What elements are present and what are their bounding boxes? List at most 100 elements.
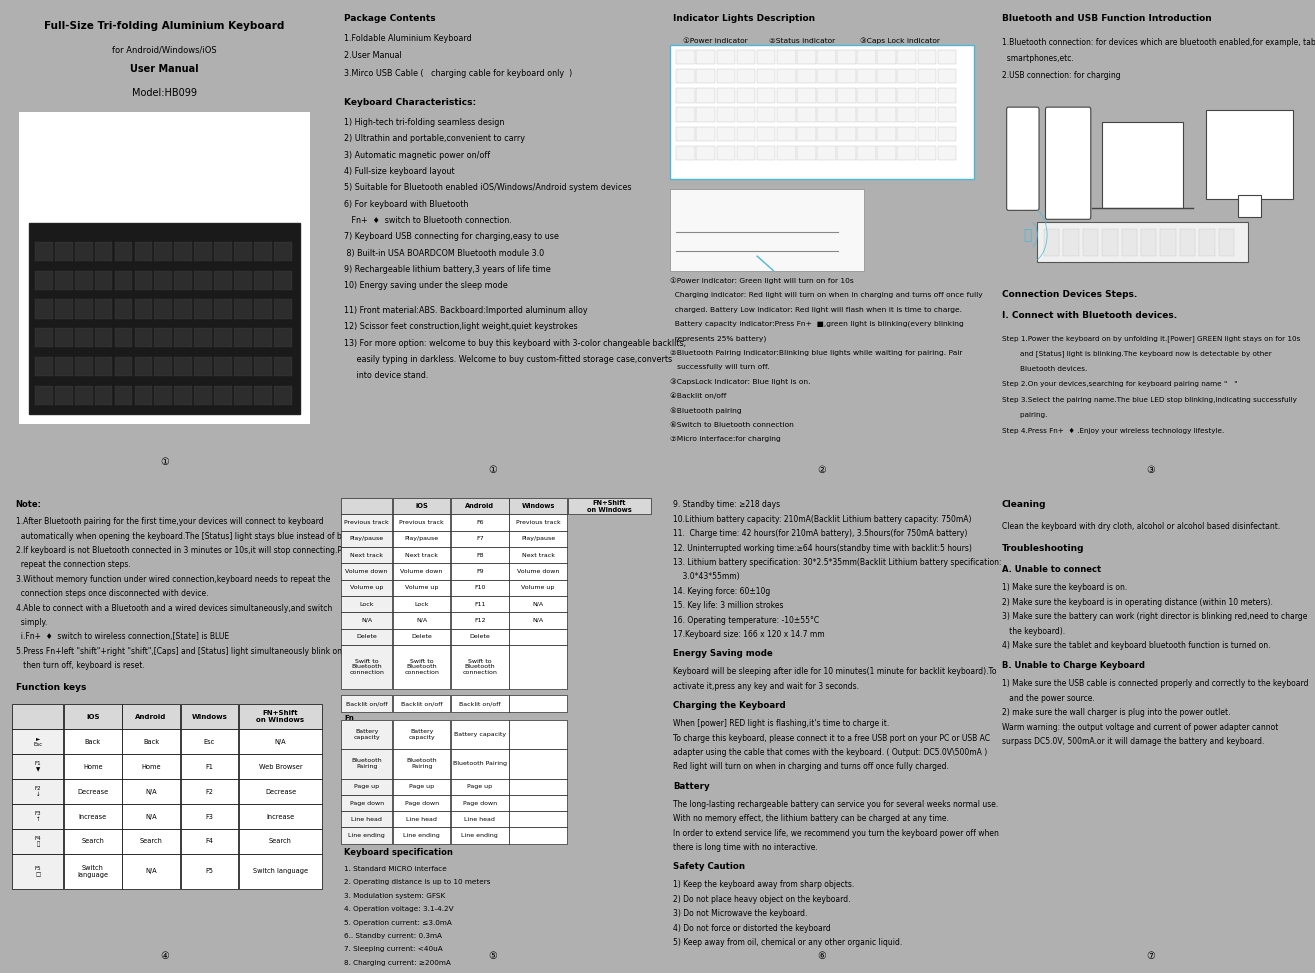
FancyBboxPatch shape [214,357,231,377]
FancyBboxPatch shape [95,385,113,405]
Text: Search: Search [82,839,104,845]
Text: Volume down: Volume down [517,569,559,574]
FancyBboxPatch shape [234,300,252,318]
FancyBboxPatch shape [254,300,272,318]
FancyBboxPatch shape [95,242,113,261]
FancyBboxPatch shape [509,629,567,645]
FancyBboxPatch shape [175,242,192,261]
FancyBboxPatch shape [341,720,392,749]
FancyBboxPatch shape [897,107,917,122]
Text: ②Status indicator: ②Status indicator [769,38,835,44]
FancyBboxPatch shape [114,300,133,318]
Text: 5.Press Fn+left "shift"+right "shift",[Caps] and [Status] light simultaneously b: 5.Press Fn+left "shift"+right "shift",[C… [16,647,350,656]
Text: there is long time with no interactive.: there is long time with no interactive. [673,843,818,852]
FancyBboxPatch shape [55,242,72,261]
Text: Previous track: Previous track [515,520,560,525]
Text: 2) Ultrathin and portable,convenient to carry: 2) Ultrathin and portable,convenient to … [345,134,525,143]
FancyBboxPatch shape [717,107,735,122]
FancyBboxPatch shape [777,89,796,103]
FancyBboxPatch shape [341,696,392,711]
Text: Line ending: Line ending [404,833,441,838]
FancyBboxPatch shape [509,811,567,827]
Text: 5) Keep away from oil, chemical or any other organic liquid.: 5) Keep away from oil, chemical or any o… [673,938,902,947]
FancyBboxPatch shape [214,328,231,347]
Text: for Android/Windows/iOS: for Android/Windows/iOS [112,45,217,54]
Text: Bluetooth
Pairing: Bluetooth Pairing [406,759,437,770]
FancyBboxPatch shape [341,580,392,595]
FancyBboxPatch shape [393,720,451,749]
FancyBboxPatch shape [341,612,392,629]
FancyBboxPatch shape [1102,230,1118,256]
Text: In order to extend service life, we recommend you turn the keyboard power off wh: In order to extend service life, we reco… [673,829,999,838]
Text: F12: F12 [475,618,485,623]
FancyBboxPatch shape [838,146,856,161]
Text: i.Fn+  ♦  switch to wireless connection,[State] is BLUE: i.Fn+ ♦ switch to wireless connection,[S… [16,632,229,641]
FancyBboxPatch shape [75,328,92,347]
Text: 2) Do not place heavy object on the keyboard.: 2) Do not place heavy object on the keyb… [673,895,851,904]
Text: Battery capacity: Battery capacity [454,732,506,737]
Text: 7) Keyboard USB connecting for charging,easy to use: 7) Keyboard USB connecting for charging,… [345,233,559,241]
FancyBboxPatch shape [12,829,63,854]
Text: 1) High-tech tri-folding seamless design: 1) High-tech tri-folding seamless design [345,118,505,127]
Text: then turn off, keyboard is reset.: then turn off, keyboard is reset. [16,661,145,670]
FancyBboxPatch shape [777,107,796,122]
Text: 8) Built-in USA BOARDCOM Bluetooth module 3.0: 8) Built-in USA BOARDCOM Bluetooth modul… [345,248,544,258]
FancyBboxPatch shape [393,498,451,515]
FancyBboxPatch shape [838,126,856,141]
Text: N/A: N/A [145,813,156,819]
FancyBboxPatch shape [451,498,509,515]
FancyBboxPatch shape [817,89,836,103]
FancyBboxPatch shape [1206,110,1293,199]
Text: Volume up: Volume up [522,585,555,591]
FancyBboxPatch shape [857,126,876,141]
Text: F2: F2 [205,788,213,795]
Text: 6.. Standby current: 0.3mA: 6.. Standby current: 0.3mA [345,933,442,939]
Text: FN+Shift
on Windows: FN+Shift on Windows [586,500,631,513]
FancyBboxPatch shape [838,107,856,122]
Text: 1.After Bluetooth pairing for the first time,your devices will connect to keyboa: 1.After Bluetooth pairing for the first … [16,518,323,526]
FancyBboxPatch shape [1141,230,1156,256]
FancyBboxPatch shape [1082,230,1098,256]
Text: 13. Lithium battery specification: 30*2.5*35mm(Backlit Lithium battery specifica: 13. Lithium battery specification: 30*2.… [673,558,1002,567]
FancyBboxPatch shape [64,829,122,854]
FancyBboxPatch shape [509,580,567,595]
Text: Volume up: Volume up [350,585,384,591]
FancyBboxPatch shape [451,749,509,778]
Text: 1. Standard MICRO interface: 1. Standard MICRO interface [345,866,447,872]
Text: F1
▼: F1 ▼ [34,761,41,772]
FancyBboxPatch shape [341,498,392,515]
Text: successfully will turn off.: successfully will turn off. [669,364,769,370]
Text: 5. Operation current: ≤3.0mA: 5. Operation current: ≤3.0mA [345,919,452,925]
FancyBboxPatch shape [36,357,53,377]
FancyBboxPatch shape [393,795,451,811]
Text: F3
↑: F3 ↑ [34,811,41,822]
FancyBboxPatch shape [234,385,252,405]
Text: ②Bluetooth Pairing Indicator:Blinking blue lights while waiting for pairing. Pai: ②Bluetooth Pairing Indicator:Blinking bl… [669,349,963,356]
Text: Connection Devices Steps.: Connection Devices Steps. [1002,290,1137,299]
FancyBboxPatch shape [239,704,322,729]
FancyBboxPatch shape [451,563,509,580]
FancyBboxPatch shape [736,50,755,64]
FancyBboxPatch shape [393,629,451,645]
FancyBboxPatch shape [29,223,300,414]
Text: 10.Lithium battery capacity: 210mA(Backlit Lithium battery capacity: 750mA): 10.Lithium battery capacity: 210mA(Backl… [673,515,972,523]
FancyBboxPatch shape [676,69,696,84]
FancyBboxPatch shape [64,754,122,779]
FancyBboxPatch shape [509,612,567,629]
FancyBboxPatch shape [195,300,212,318]
Text: Previous track: Previous track [345,520,389,525]
Text: ④Backlit on/off: ④Backlit on/off [669,393,726,400]
Text: F3: F3 [205,813,213,819]
FancyBboxPatch shape [877,126,896,141]
Text: Bluetooth
Pairing: Bluetooth Pairing [351,759,381,770]
Text: ⑦: ⑦ [1147,952,1155,961]
Text: Fn+  ♦  switch to Bluetooth connection.: Fn+ ♦ switch to Bluetooth connection. [345,216,512,225]
FancyBboxPatch shape [180,829,238,854]
Text: Next track: Next track [405,553,438,558]
Text: Package Contents: Package Contents [345,14,437,23]
Text: Windows: Windows [192,714,227,720]
FancyBboxPatch shape [254,357,272,377]
FancyBboxPatch shape [451,720,509,749]
FancyBboxPatch shape [756,126,776,141]
Text: Troubleshooting: Troubleshooting [1002,544,1085,553]
